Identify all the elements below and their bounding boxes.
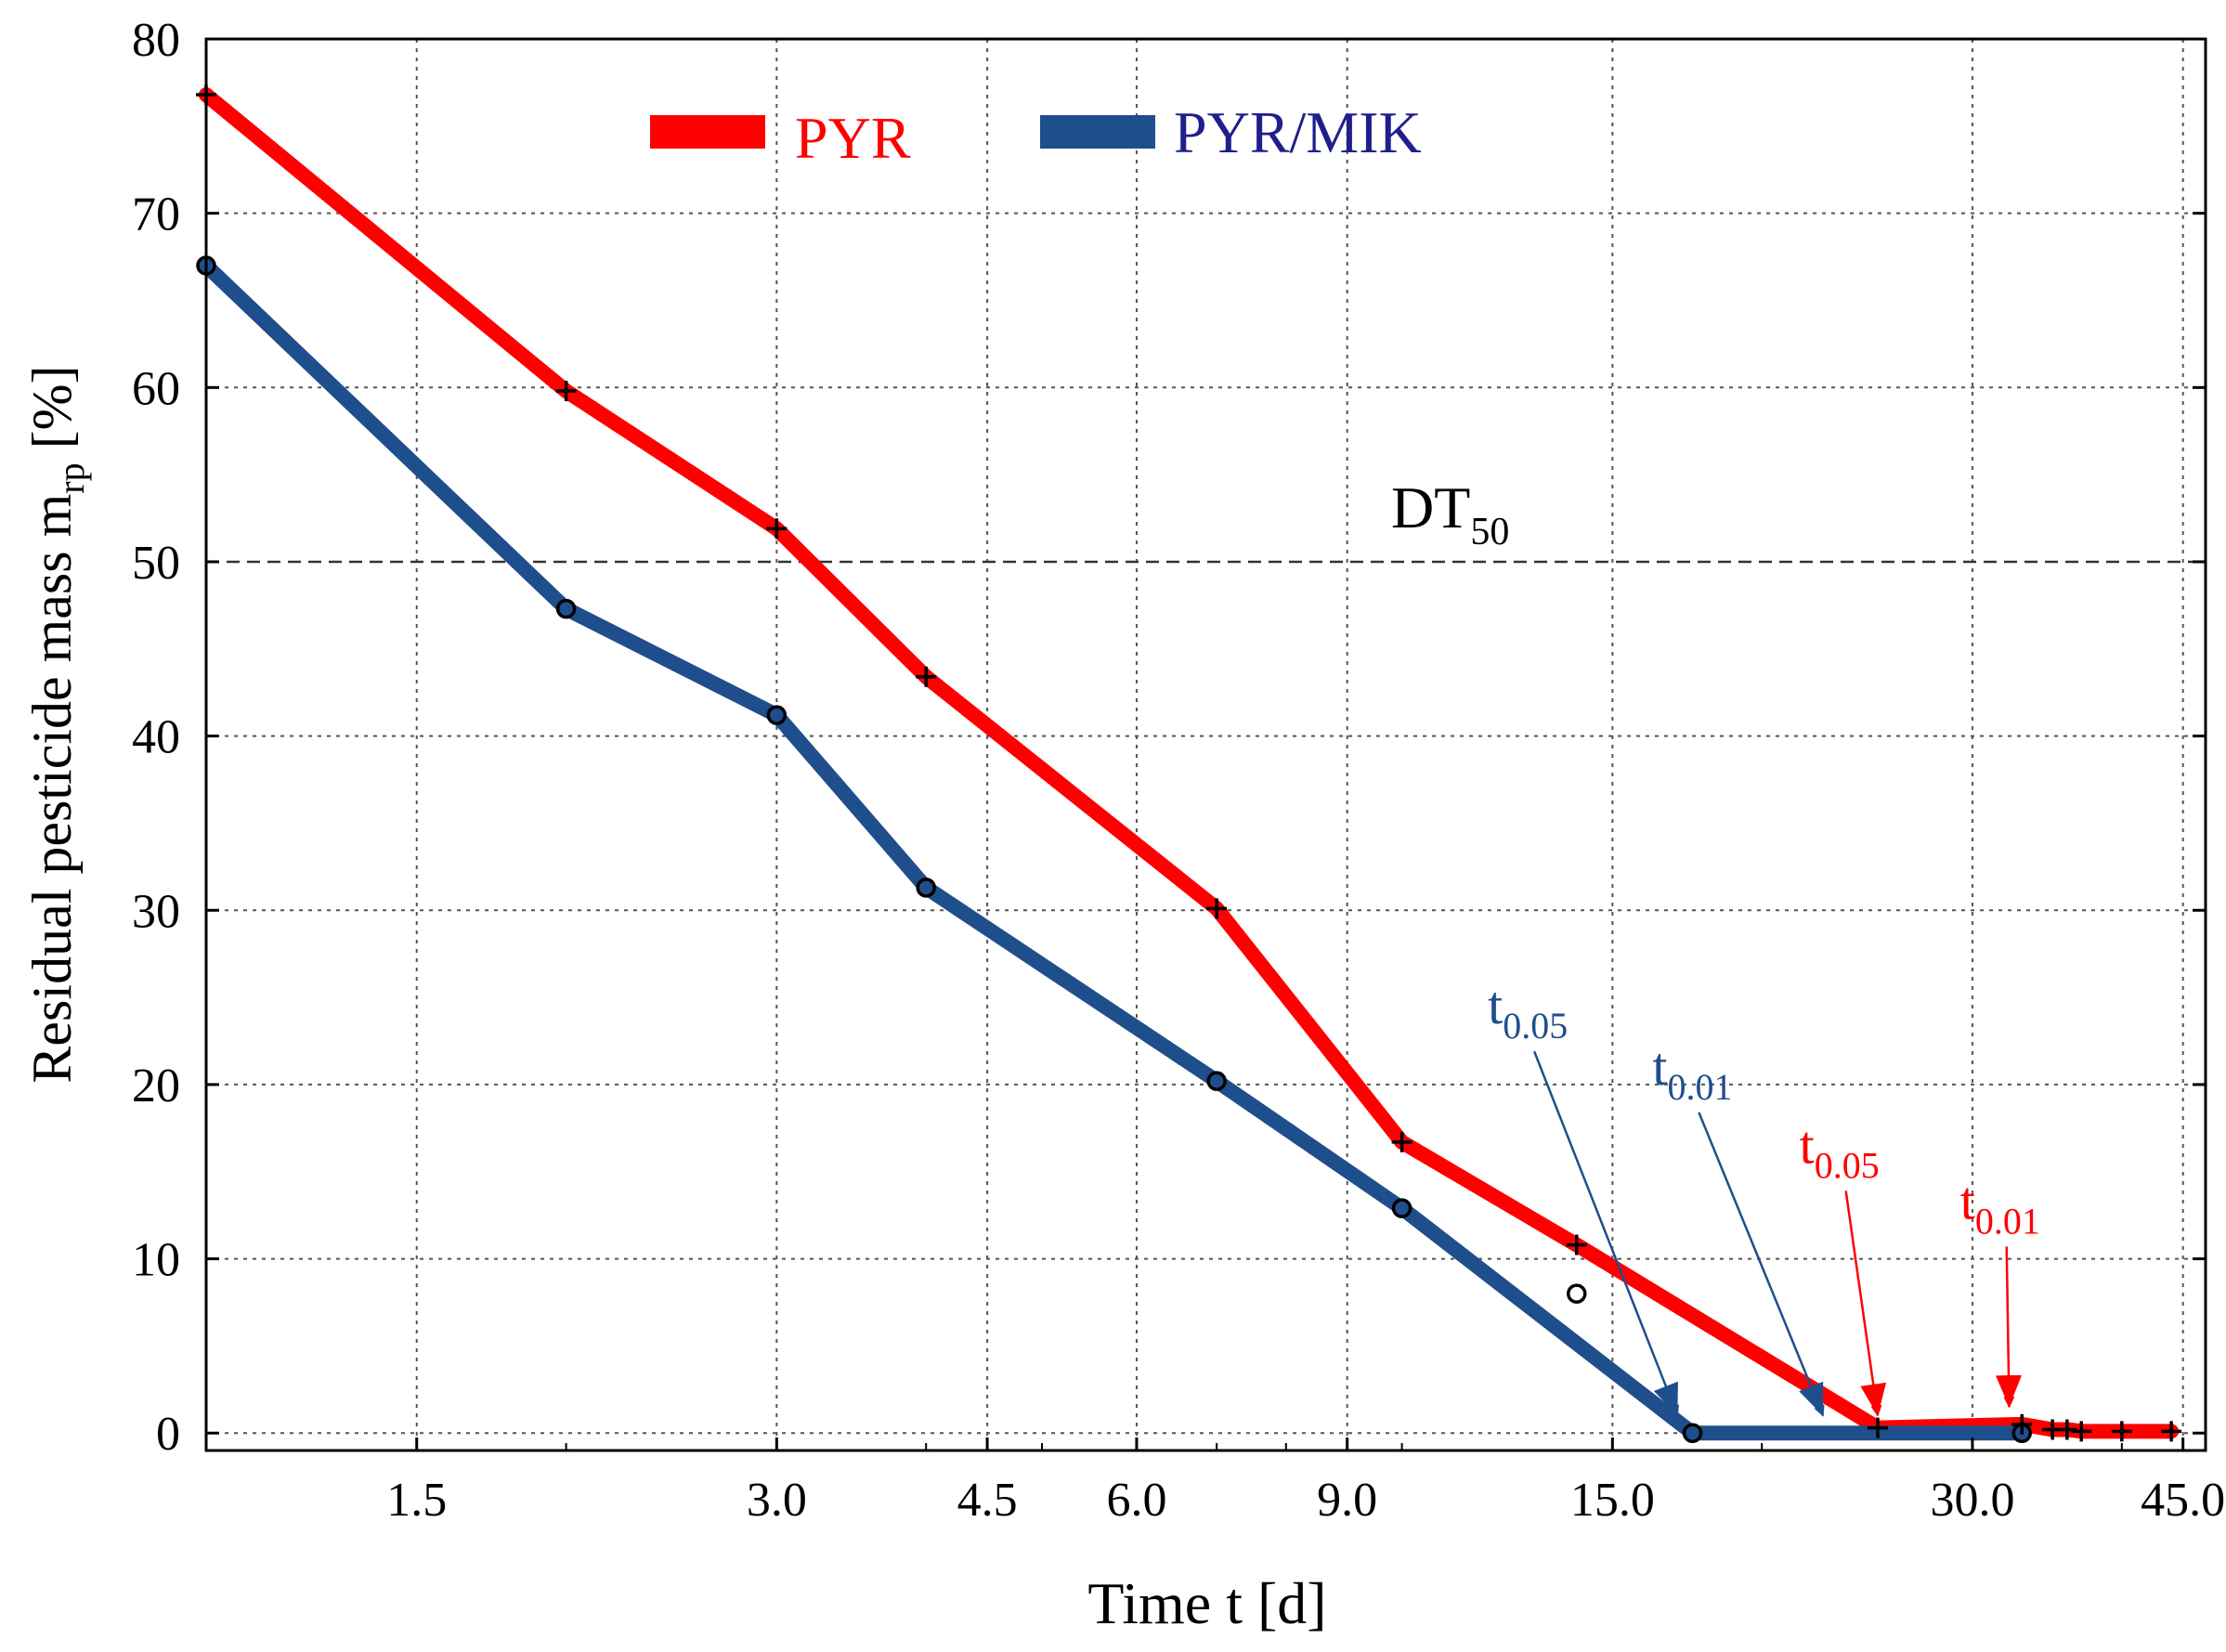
annotation-arrowhead [1799, 1381, 1824, 1416]
data-point-pyrmik [916, 878, 936, 898]
x-tick-label: 15.0 [1570, 1474, 1655, 1527]
y-axis-title: Residual pesticide mass mrp [%] [21, 365, 92, 1083]
annotation-label-main: t [1960, 1170, 1975, 1230]
legend-swatch-pyrmik [1040, 115, 1155, 149]
legend-label-pyrmik: PYR/MIK [1174, 99, 1422, 165]
x-tick-label: 6.0 [1106, 1474, 1166, 1527]
data-point-pyr [2111, 1421, 2132, 1442]
annotation-label-sub: 0.05 [1503, 1005, 1568, 1047]
annotation-label: t0.05 [1800, 1114, 1880, 1186]
data-point-pyrmik [1206, 1071, 1227, 1091]
y-tick-label: 10 [132, 1234, 180, 1287]
legend: PYR PYR/MIK [650, 99, 1422, 171]
annotation-label-sub: 0.05 [1815, 1144, 1880, 1186]
dt50-label-sub: 50 [1470, 511, 1509, 553]
y-axis-ticks: 0 10 20 30 40 50 60 70 80 [132, 14, 2206, 1461]
series-lines [199, 87, 2180, 1441]
x-tick-label: 4.5 [957, 1474, 1018, 1527]
legend-swatch-pyr [650, 115, 765, 149]
data-point-pyr [2071, 1421, 2092, 1442]
annotation-label-main: t [1800, 1114, 1815, 1175]
data-point-pyr [555, 381, 577, 402]
y-axis-title-unit: [%] [21, 365, 83, 462]
y-tick-label: 50 [132, 537, 180, 590]
outlier-point [1567, 1283, 1587, 1304]
x-axis-title: Time t [d] [1087, 1570, 1326, 1636]
y-tick-label: 0 [156, 1408, 180, 1461]
y-tick-label: 70 [132, 189, 180, 241]
y-axis-title-main: Residual pesticide mass m [21, 494, 83, 1084]
y-tick-label: 40 [132, 711, 180, 764]
y-tick-label: 30 [132, 885, 180, 938]
annotation-arrowhead [1653, 1381, 1678, 1416]
data-point-pyrmik [766, 705, 788, 725]
data-point-pyr [916, 666, 937, 687]
x-tick-label: 30.0 [1930, 1474, 2014, 1527]
series-line-pyrmik [199, 257, 2030, 1441]
annotation-arrow [1532, 1050, 1679, 1417]
data-point-pyr [766, 518, 788, 540]
x-tick-label: 9.0 [1317, 1474, 1377, 1527]
series-line-pyr [199, 87, 2180, 1439]
annotation-label: t0.01 [1960, 1170, 2040, 1242]
y-tick-label: 20 [132, 1060, 180, 1112]
data-point-pyrmik [2011, 1423, 2032, 1443]
annotation-label: t0.01 [1652, 1036, 1732, 1108]
x-tick-label: 1.5 [386, 1474, 447, 1527]
y-tick-label: 60 [132, 362, 180, 415]
annotation-arrow [1844, 1190, 1882, 1417]
x-axis-ticks: 1.5 3.0 4.5 6.0 9.0 15.0 30.0 45.0 [386, 1437, 2225, 1527]
y-axis-title-sub: rp [50, 462, 92, 493]
annotation-label-main: t [1652, 1036, 1667, 1097]
grid-lines [206, 38, 2206, 1450]
data-point-pyr [1391, 1131, 1412, 1152]
x-tick-label: 3.0 [747, 1474, 807, 1527]
data-point-pyr [2161, 1421, 2182, 1442]
annotation-label-main: t [1488, 975, 1503, 1035]
dt50-label: DT50 [1391, 475, 1509, 553]
annotation-label: t0.05 [1488, 975, 1568, 1047]
data-point-pyr [2056, 1419, 2077, 1440]
plot-frame [204, 37, 2207, 1452]
series-markers [196, 85, 2182, 1443]
data-point-pyr [1206, 898, 1228, 919]
data-point-pyrmik [1391, 1198, 1412, 1218]
x-tick-label: 45.0 [2141, 1474, 2225, 1527]
dt50-label-main: DT [1391, 475, 1470, 540]
annotation-label-sub: 0.01 [1975, 1200, 2040, 1242]
annotation-arrow [1698, 1112, 1825, 1417]
data-point-pyr [1566, 1234, 1587, 1255]
data-point-pyrmik [1682, 1423, 1703, 1443]
y-tick-label: 80 [132, 14, 180, 67]
data-point-pyr [1867, 1417, 1888, 1438]
data-point-pyrmik [555, 598, 577, 619]
annotation-label-sub: 0.01 [1668, 1066, 1733, 1108]
annotation-arrowhead [1860, 1382, 1887, 1416]
legend-label-pyr: PYR [795, 105, 911, 171]
annotation-arrowhead [1995, 1374, 2022, 1408]
